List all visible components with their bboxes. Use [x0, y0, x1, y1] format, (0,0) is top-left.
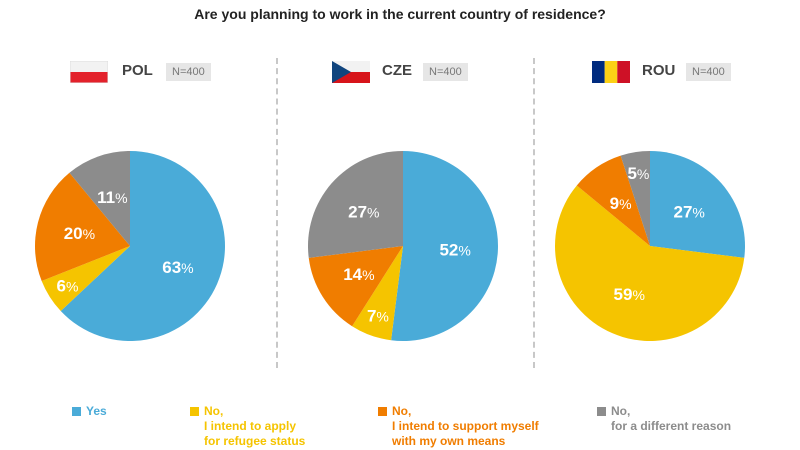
- pie-data-label: 20%: [64, 224, 95, 243]
- panel-pol: POL N=400 63% 6% 20% 11%: [20, 60, 280, 360]
- pie-slice-yes: [60, 151, 225, 341]
- country-code: ROU: [642, 62, 676, 79]
- pie-data-label: 9%: [610, 194, 632, 213]
- czech-flag-icon: [332, 61, 370, 83]
- country-code: CZE: [382, 62, 412, 79]
- sample-size-badge: N=400: [686, 63, 731, 81]
- pie-data-label: 5%: [627, 164, 649, 183]
- pie-data-label: 27%: [674, 202, 705, 221]
- legend-swatch: [378, 407, 387, 416]
- pie-slice-refugee: [352, 246, 403, 341]
- legend-label: No, I intend to apply for refugee status: [204, 404, 306, 448]
- pie-data-label: 6%: [56, 277, 78, 296]
- legend-swatch: [597, 407, 606, 416]
- romania-flag-icon: [592, 61, 630, 83]
- legend-label: Yes: [86, 404, 107, 418]
- sample-size-badge: N=400: [166, 63, 211, 81]
- pie-slice-other: [620, 151, 650, 246]
- pie-data-label: 14%: [343, 265, 374, 284]
- panel-divider: [276, 58, 278, 368]
- panel-divider: [533, 58, 535, 368]
- country-code: POL: [122, 62, 153, 79]
- pie-slice-yes: [391, 151, 498, 341]
- pie-data-label: 59%: [614, 285, 645, 304]
- pie-slice-other: [69, 151, 130, 246]
- pie-slice-own-means: [576, 155, 650, 246]
- pie-data-label: 63%: [162, 258, 193, 277]
- pie-chart-rou: 27% 59% 9% 5%: [555, 151, 745, 341]
- pie-chart-pol: 63% 6% 20%11%: [35, 151, 225, 341]
- pie-slice-yes: [650, 151, 745, 258]
- pie-slice-refugee: [555, 185, 745, 341]
- pie-data-label: 7%: [367, 307, 389, 326]
- pie-data-label: 52%: [439, 240, 470, 259]
- pie-slice-refugee: [41, 246, 130, 312]
- pie-slice-other: [308, 151, 403, 258]
- sample-size-badge: N=400: [423, 63, 468, 81]
- pie-data-label: 11%: [97, 188, 127, 207]
- legend-swatch: [72, 407, 81, 416]
- panel-header: ROU N=400: [540, 60, 800, 84]
- panel-header: POL N=400: [20, 60, 280, 84]
- chart-title: Are you planning to work in the current …: [194, 6, 606, 22]
- legend-label: No, I intend to support myself with my o…: [392, 404, 539, 448]
- pie-slice-own-means: [35, 172, 130, 281]
- pie-chart-cze: 52% 7% 14% 27%: [308, 151, 498, 341]
- panel-rou: ROU N=400 27% 59% 9% 5%: [540, 60, 800, 360]
- pie-slice-own-means: [308, 246, 403, 327]
- poland-flag-icon: [70, 61, 108, 83]
- legend-label: No, for a different reason: [611, 404, 732, 433]
- panel-cze: CZE N=400 52% 7% 14% 27%: [293, 60, 553, 360]
- legend-swatch: [190, 407, 199, 416]
- pie-data-label: 27%: [348, 202, 379, 221]
- panel-header: CZE N=400: [293, 60, 553, 84]
